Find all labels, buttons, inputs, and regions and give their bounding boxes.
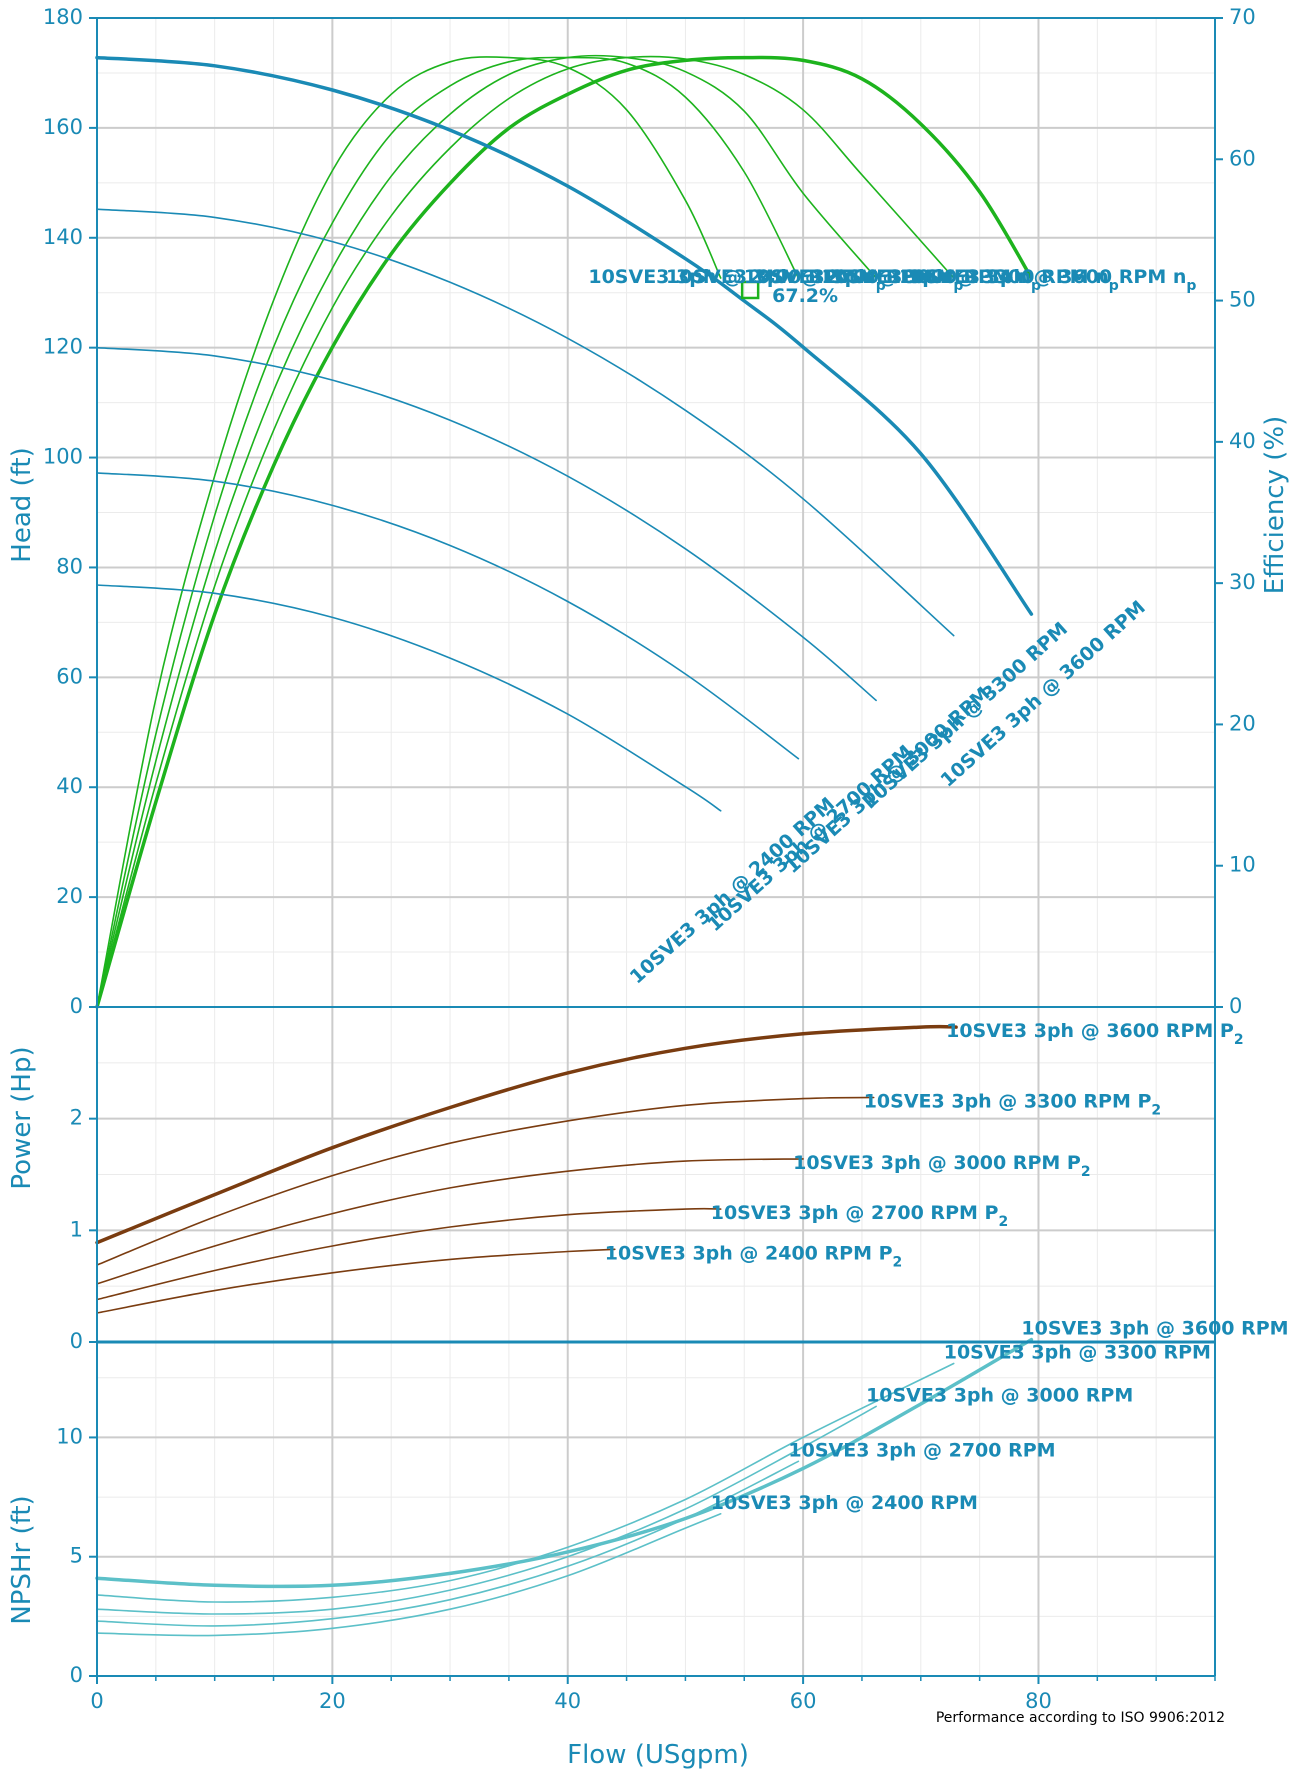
- head-curve-label-4: 10SVE3 3ph @ 3300 RPM: [859, 618, 1072, 813]
- tick-label-head: 40: [56, 774, 83, 798]
- tick-label-head: 160: [43, 115, 83, 139]
- power-curve-4: [96, 1096, 875, 1266]
- tick-label-head: 60: [56, 664, 83, 688]
- tick-label-head: 120: [43, 335, 83, 359]
- bep-efficiency-label: 67.2%: [772, 285, 838, 307]
- tick-label-x: 80: [1025, 1689, 1052, 1713]
- tick-label-efficiency: 70: [1229, 5, 1256, 29]
- power-curve-3: [96, 1158, 804, 1285]
- tick-label-power: 2: [70, 1106, 83, 1130]
- head-curve-2: [96, 472, 800, 760]
- head-curve-1: [96, 584, 722, 812]
- power-curve-1: [96, 1248, 616, 1314]
- tick-label-head: 0: [70, 994, 83, 1018]
- tick-label-head: 80: [56, 554, 83, 578]
- curves: [95, 54, 1034, 1637]
- power-curve-label-4: 10SVE3 3ph @ 3300 RPM P2: [864, 1090, 1161, 1118]
- tick-label-head: 180: [43, 5, 83, 29]
- tick-label-efficiency: 50: [1229, 288, 1256, 312]
- tick-label-efficiency: 30: [1229, 570, 1256, 594]
- y-axis-title-head: Head (ft): [7, 447, 37, 562]
- tick-label-efficiency: 10: [1229, 853, 1256, 877]
- tick-label-head: 20: [56, 884, 83, 908]
- npsh-curve-3: [96, 1405, 877, 1615]
- npsh-curve-label-3: 10SVE3 3ph @ 3000 RPM: [866, 1384, 1133, 1406]
- tick-label-head: 100: [43, 445, 83, 469]
- head-curve-4: [96, 208, 955, 637]
- npsh-curve-4: [96, 1362, 955, 1603]
- tick-label-x: 0: [90, 1689, 103, 1713]
- head-curve-3: [96, 346, 877, 702]
- curve-labels: 67.2% 10SVE3 3ph @ 2400 RPM 10SVE3 3ph @ 2…: [588, 266, 1288, 1514]
- efficiency-curve-3: [96, 54, 877, 1008]
- power-curve-label-1: 10SVE3 3ph @ 2400 RPM P2: [605, 1242, 902, 1270]
- power-curve-5: [95, 1024, 958, 1245]
- tick-label-x: 60: [790, 1689, 817, 1713]
- tick-label-power: 0: [70, 1329, 83, 1353]
- power-curve-label-3: 10SVE3 3ph @ 3000 RPM P2: [793, 1152, 1090, 1180]
- efficiency-curve-label-2: 10SVE3 3ph @ 2700 RPM np: [666, 266, 963, 294]
- tick-label-efficiency: 20: [1229, 711, 1256, 735]
- iso-footnote: Performance according to ISO 9906:2012: [936, 1710, 1225, 1726]
- efficiency-curve-label-4: 10SVE3 3ph @ 3300 RPM np: [821, 266, 1118, 294]
- npsh-curve-5: [95, 1337, 1034, 1589]
- x-axis-title: Flow (USgpm): [567, 1740, 749, 1770]
- tick-label-x: 40: [554, 1689, 581, 1713]
- power-curve-label-2: 10SVE3 3ph @ 2700 RPM P2: [711, 1202, 1008, 1230]
- efficiency-curve-label-5: 10SVE3 3ph @ 3600 RPM np: [899, 266, 1196, 294]
- npsh-curve-label-2: 10SVE3 3ph @ 2700 RPM: [788, 1439, 1055, 1461]
- bep-marker: [740, 280, 760, 300]
- head-curve-5: [95, 55, 1034, 616]
- y-axis-title-npsh: NPSHr (ft): [7, 1495, 37, 1624]
- head-curve-label-1: 10SVE3 3ph @ 2400 RPM: [626, 793, 839, 988]
- y-axis-title-power: Power (Hp): [7, 1046, 37, 1189]
- tick-label-power: 1: [70, 1217, 83, 1241]
- efficiency-curve-4: [96, 55, 955, 1008]
- tick-label-npsh: 5: [70, 1544, 83, 1568]
- npsh-curve-label-5: 10SVE3 3ph @ 3600 RPM: [1021, 1318, 1288, 1340]
- efficiency-curve-label-3: 10SVE3 3ph @ 3000 RPM np: [744, 266, 1041, 294]
- tick-label-x: 20: [319, 1689, 346, 1713]
- tick-label-npsh: 0: [70, 1663, 83, 1687]
- efficiency-curve-5: [95, 55, 1034, 1009]
- power-curve-2: [96, 1207, 722, 1301]
- efficiency-curve-label-1: 10SVE3 3ph @ 2400 RPM np: [588, 266, 885, 294]
- axes: 0204060801001201401601800120510010203040…: [43, 5, 1256, 1713]
- tick-label-head: 140: [43, 225, 83, 249]
- npsh-curve-1: [96, 1513, 722, 1637]
- tick-label-efficiency: 60: [1229, 146, 1256, 170]
- y-axis-title-efficiency: Efficiency (%): [1260, 416, 1290, 595]
- npsh-curve-label-4: 10SVE3 3ph @ 3300 RPM: [944, 1341, 1211, 1363]
- tick-label-efficiency: 40: [1229, 429, 1256, 453]
- npsh-curve-label-1: 10SVE3 3ph @ 2400 RPM: [711, 1492, 978, 1514]
- power-curve-label-5: 10SVE3 3ph @ 3600 RPM P2: [946, 1020, 1243, 1048]
- efficiency-curve-1: [96, 56, 722, 1008]
- tick-label-efficiency: 0: [1229, 994, 1242, 1018]
- tick-label-npsh: 10: [56, 1424, 83, 1448]
- efficiency-curve-2: [96, 56, 800, 1008]
